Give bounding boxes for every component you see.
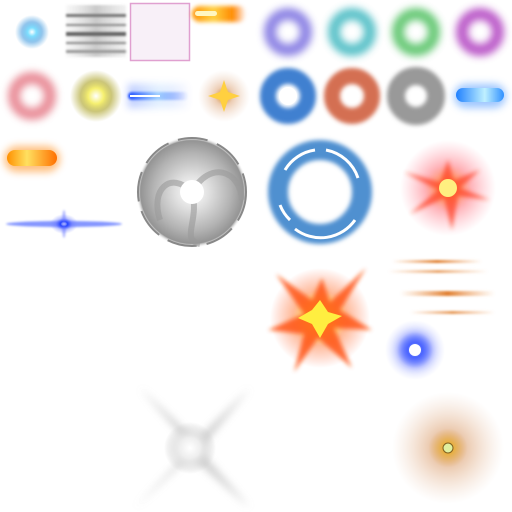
- blue-burst: [385, 320, 445, 380]
- blue-ring-large: [268, 140, 372, 244]
- orange-capsule: [4, 146, 60, 172]
- blue-capsule: [454, 84, 506, 108]
- red-explosion: [400, 140, 496, 236]
- teal-ring: [328, 8, 376, 56]
- blue-lens-flare: [6, 210, 122, 238]
- gray-streaks: [66, 5, 126, 57]
- red-ring: [8, 72, 56, 120]
- pink-square: [129, 2, 191, 62]
- blue-textured-ring: [260, 68, 316, 124]
- orange-red-ring: [324, 68, 380, 124]
- blue-dot-glow: [15, 15, 49, 49]
- gray-swirl-disk: [136, 136, 248, 248]
- blue-streak: [128, 84, 190, 108]
- yellow-glow: [70, 70, 122, 122]
- orange-flame-streak: [192, 6, 246, 22]
- orange-streaks: [388, 260, 495, 314]
- purple-ring: [264, 8, 312, 56]
- gray-star-sparkle: [135, 388, 250, 508]
- gray-ring: [387, 67, 445, 125]
- magenta-ring: [456, 8, 504, 56]
- yellow-explosion: [268, 268, 372, 372]
- green-ring: [392, 8, 440, 56]
- orange-starburst: [198, 70, 250, 122]
- orange-glow: [392, 392, 504, 504]
